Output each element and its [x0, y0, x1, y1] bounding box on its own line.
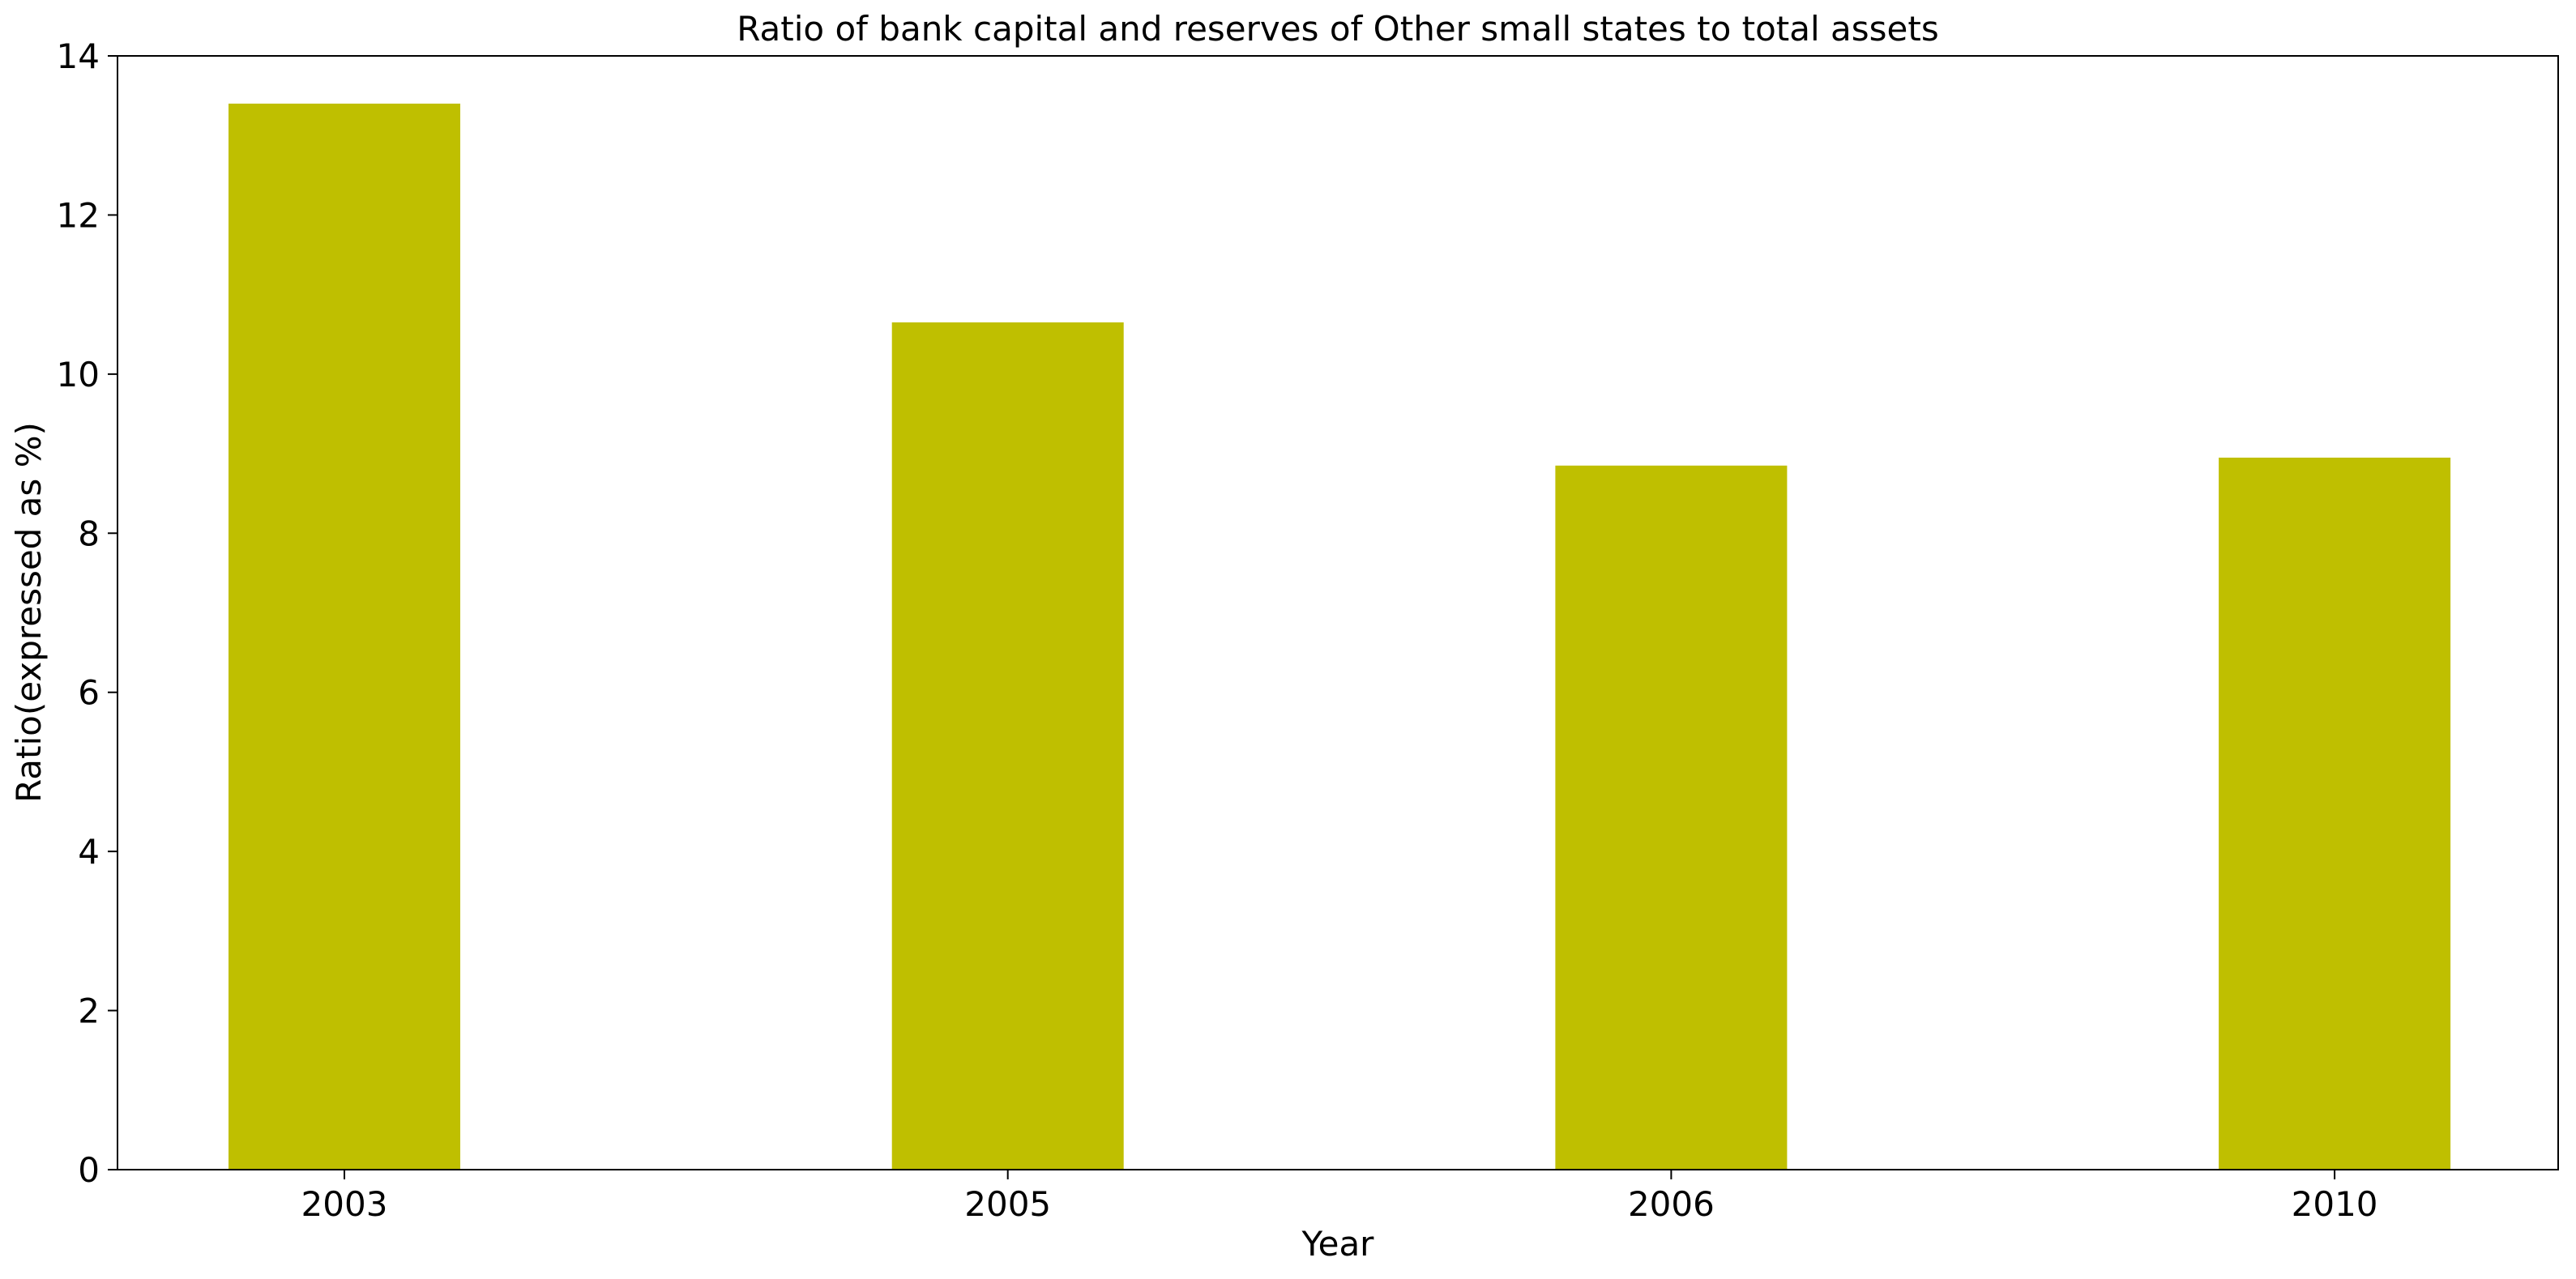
x-axis-label: Year — [1301, 1224, 1375, 1264]
bars-group — [229, 103, 2451, 1170]
y-tick-label: 4 — [78, 832, 100, 872]
y-tick-label: 14 — [57, 36, 100, 76]
y-tick-label: 2 — [78, 991, 100, 1031]
x-tick-label: 2005 — [964, 1184, 1051, 1224]
y-axis-ticks: 0 2 4 6 8 10 12 14 — [57, 36, 117, 1190]
y-tick-label: 6 — [78, 673, 100, 713]
bar-2003 — [229, 103, 460, 1170]
y-tick-label: 8 — [78, 514, 100, 553]
chart-title: Ratio of bank capital and reserves of Ot… — [737, 9, 1938, 49]
y-tick-label: 12 — [57, 195, 100, 235]
bar-2006 — [1555, 465, 1788, 1170]
x-tick-label: 2003 — [301, 1184, 388, 1224]
x-tick-label: 2006 — [1628, 1184, 1715, 1224]
x-axis-ticks: 2003 2005 2006 2010 — [301, 1170, 2378, 1224]
y-tick-label: 0 — [78, 1150, 100, 1190]
bar-2010 — [2219, 457, 2451, 1170]
plot-frame — [117, 55, 2559, 1170]
x-tick-label: 2010 — [2292, 1184, 2378, 1224]
y-tick-label: 10 — [57, 355, 100, 394]
bar-2005 — [891, 322, 1124, 1170]
y-axis-label: Ratio(expressed as %) — [9, 422, 49, 803]
